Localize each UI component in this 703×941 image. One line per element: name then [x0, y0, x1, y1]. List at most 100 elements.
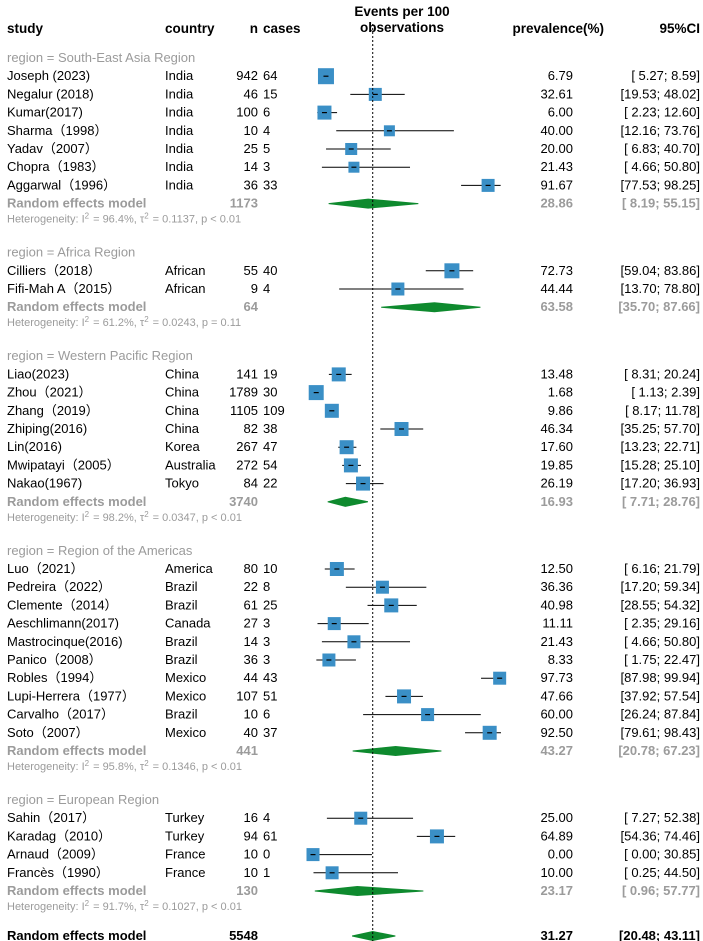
subgroup-prevalence: 63.58 — [540, 299, 573, 314]
study-cases: 3 — [263, 634, 270, 649]
study-cases: 4 — [263, 281, 270, 296]
study-cases: 43 — [263, 670, 277, 685]
study-n: 94 — [244, 828, 258, 843]
subgroup-prevalence: 43.27 — [540, 743, 573, 758]
study-n: 1105 — [230, 403, 258, 418]
study-prevalence: 46.34 — [540, 421, 573, 436]
study-n: 9 — [251, 281, 258, 296]
study-ci: [77.53; 98.25] — [620, 177, 700, 192]
subgroup-n: 1173 — [230, 196, 258, 211]
study-country: Mexico — [165, 725, 206, 740]
study-ci: [ 1.13; 2.39] — [631, 385, 700, 400]
study-ci: [ 8.31; 20.24] — [624, 366, 700, 381]
study-ci: [ 5.27; 8.59] — [631, 68, 700, 83]
study-name: Robles（1994） — [7, 670, 102, 685]
subgroup-prevalence: 16.93 — [540, 494, 573, 509]
region-header: region = South-East Asia Region — [7, 50, 195, 65]
study-cases: 61 — [263, 828, 277, 843]
study-country: Australia — [165, 457, 216, 472]
study-prevalence: 25.00 — [540, 810, 573, 825]
study-n: 25 — [244, 141, 258, 156]
study-prevalence: 10.00 — [540, 865, 573, 880]
subgroup-model-label: Random effects model — [7, 299, 146, 314]
study-country: India — [165, 141, 194, 156]
study-cases: 47 — [263, 439, 277, 454]
study-prevalence: 19.85 — [540, 457, 573, 472]
study-cases: 4 — [263, 810, 270, 825]
study-ci: [54.36; 74.46] — [620, 828, 700, 843]
header-plot-title-line1: Events per 100 — [354, 4, 449, 19]
study-country: African — [165, 263, 205, 278]
study-name: Zhiping(2016) — [7, 421, 87, 436]
study-country: Korea — [165, 439, 200, 454]
region-header: region = European Region — [7, 792, 159, 807]
study-n: 22 — [244, 579, 258, 594]
subgroup-heterogeneity: Heterogeneity: I2 = 95.8%, τ2 = 0.1346, … — [7, 759, 242, 773]
study-n: 942 — [236, 68, 258, 83]
study-cases: 0 — [263, 847, 270, 862]
study-name: Luo（2021） — [7, 561, 84, 576]
study-ci: [ 0.25; 44.50] — [624, 865, 700, 880]
study-name: Pedreira（2022） — [7, 579, 111, 594]
study-n: 141 — [236, 366, 258, 381]
study-prevalence: 12.50 — [540, 561, 573, 576]
study-country: China — [165, 385, 200, 400]
study-ci: [87.98; 99.94] — [620, 670, 700, 685]
overall-diamond — [352, 930, 396, 941]
study-prevalence: 17.60 — [540, 439, 573, 454]
study-cases: 3 — [263, 159, 270, 174]
study-n: 55 — [244, 263, 258, 278]
study-name: Zhou（2021） — [7, 385, 92, 400]
study-country: Turkey — [165, 810, 205, 825]
study-name: Kumar(2017) — [7, 105, 83, 120]
study-ci: [15.28; 25.10] — [620, 457, 700, 472]
study-country: France — [165, 847, 205, 862]
study-prevalence: 64.89 — [540, 828, 573, 843]
study-prevalence: 6.00 — [548, 105, 573, 120]
study-ci: [35.25; 57.70] — [620, 421, 700, 436]
study-country: India — [165, 177, 194, 192]
study-prevalence: 11.11 — [542, 616, 573, 631]
study-cases: 33 — [263, 177, 277, 192]
subgroup-ci: [ 7.71; 28.76] — [622, 494, 700, 509]
study-country: Brazil — [165, 597, 198, 612]
study-name: Lupi-Herrera（1977） — [7, 688, 135, 703]
overall-prevalence: 31.27 — [540, 928, 573, 941]
study-country: Brazil — [165, 707, 198, 722]
study-cases: 15 — [263, 86, 277, 101]
study-cases: 19 — [263, 366, 277, 381]
region-header: region = Africa Region — [7, 245, 135, 260]
subgroup-ci: [ 8.19; 55.15] — [622, 196, 700, 211]
study-n: 61 — [244, 597, 258, 612]
region-header: region = Region of the Americas — [7, 543, 193, 558]
study-name: Aggarwal（1996） — [7, 177, 116, 192]
study-cases: 54 — [263, 457, 277, 472]
study-n: 82 — [244, 421, 258, 436]
study-country: China — [165, 403, 200, 418]
study-n: 267 — [236, 439, 258, 454]
study-cases: 25 — [263, 597, 277, 612]
overall-model-label: Random effects model — [7, 928, 146, 941]
study-n: 16 — [244, 810, 258, 825]
study-prevalence: 13.48 — [540, 366, 573, 381]
study-cases: 40 — [263, 263, 277, 278]
study-name: Nakao(1967) — [7, 476, 82, 491]
study-n: 14 — [244, 634, 258, 649]
study-prevalence: 8.33 — [548, 652, 573, 667]
study-country: Brazil — [165, 634, 198, 649]
subgroup-n: 441 — [236, 743, 258, 758]
study-name: Panico（2008） — [7, 652, 102, 667]
subgroup-model-label: Random effects model — [7, 743, 146, 758]
study-name: Lin(2016) — [7, 439, 62, 454]
study-n: 36 — [244, 652, 258, 667]
study-name: Zhang（2019） — [7, 403, 99, 418]
study-name: Sahin（2017） — [7, 810, 95, 825]
study-ci: [ 2.23; 12.60] — [624, 105, 700, 120]
study-ci: [12.16; 73.76] — [620, 123, 700, 138]
subgroup-n: 130 — [236, 883, 258, 898]
study-country: Canada — [165, 616, 211, 631]
header-ci: 95%CI — [659, 21, 700, 36]
subgroup-prevalence: 23.17 — [540, 883, 573, 898]
summary-diamond — [327, 496, 369, 507]
study-country: France — [165, 865, 205, 880]
